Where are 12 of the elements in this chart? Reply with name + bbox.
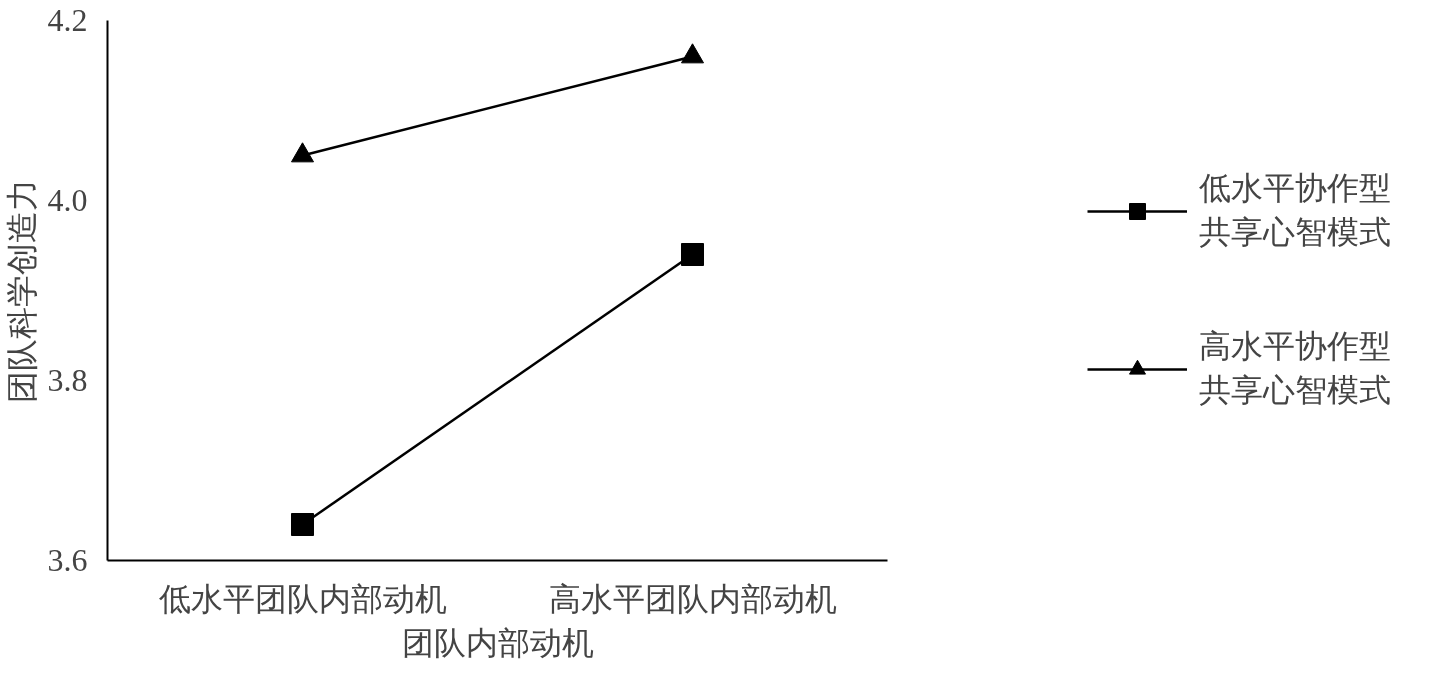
y-tick-label: 4.0: [47, 182, 88, 218]
y-tick-label: 3.8: [47, 362, 88, 398]
point: [291, 513, 314, 536]
y-tick-label: 4.2: [47, 2, 88, 38]
legend-label: 高水平协作型共享心智模式: [1199, 327, 1391, 410]
y-axis-title: 团队科学创造力: [3, 178, 40, 403]
x-axis-title: 团队内部动机: [401, 624, 594, 661]
y-tick-label: 3.6: [47, 542, 88, 578]
point: [681, 243, 704, 266]
legend-label: 低水平协作型共享心智模式: [1199, 169, 1391, 252]
x-tick-label: 高水平团队内部动机: [548, 580, 837, 617]
x-tick-label: 低水平团队内部动机: [158, 580, 447, 617]
